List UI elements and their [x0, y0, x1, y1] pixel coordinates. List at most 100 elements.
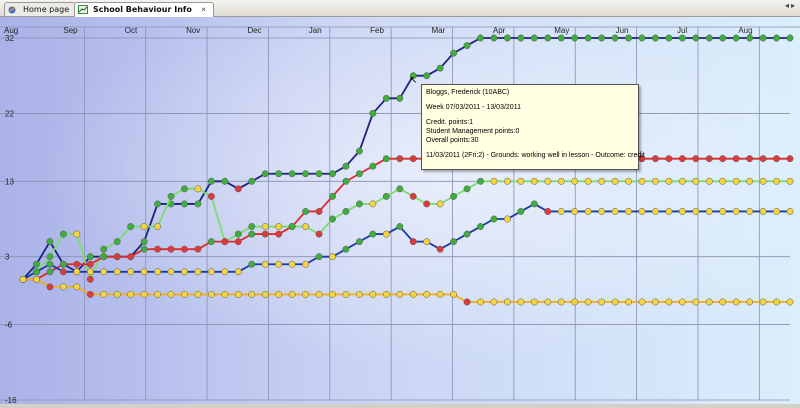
data-point[interactable]	[773, 177, 780, 185]
data-point[interactable]	[329, 290, 336, 298]
data-point[interactable]	[746, 298, 754, 306]
data-point[interactable]	[759, 34, 767, 42]
data-point[interactable]	[288, 223, 296, 230]
data-point[interactable]	[154, 290, 162, 298]
data-point[interactable]	[773, 155, 780, 163]
data-point[interactable]	[692, 155, 700, 163]
data-point[interactable]	[19, 275, 27, 283]
data-point[interactable]	[127, 290, 135, 298]
data-point[interactable]	[382, 290, 390, 298]
tab-scroll-arrows[interactable]: ◂▸	[784, 1, 797, 10]
data-point[interactable]	[396, 185, 404, 193]
data-point[interactable]	[140, 245, 148, 253]
data-point[interactable]	[584, 177, 592, 185]
data-point[interactable]	[46, 283, 54, 291]
data-point[interactable]	[678, 177, 686, 185]
data-point[interactable]	[86, 290, 94, 298]
data-point[interactable]	[423, 290, 431, 298]
data-point[interactable]	[759, 298, 767, 306]
data-point[interactable]	[221, 290, 229, 298]
data-point[interactable]	[100, 290, 108, 298]
data-point[interactable]	[207, 192, 215, 200]
data-point[interactable]	[786, 298, 794, 306]
data-point[interactable]	[436, 200, 444, 208]
data-point[interactable]	[302, 223, 310, 230]
data-point[interactable]	[705, 34, 713, 42]
data-point[interactable]	[678, 208, 686, 215]
data-point[interactable]	[167, 192, 175, 200]
data-point[interactable]	[315, 290, 323, 298]
data-point[interactable]	[302, 260, 310, 268]
data-point[interactable]	[46, 253, 54, 261]
data-point[interactable]	[275, 260, 283, 268]
data-point[interactable]	[275, 290, 283, 298]
data-point[interactable]	[396, 223, 404, 230]
data-point[interactable]	[719, 155, 727, 163]
data-point[interactable]	[369, 200, 377, 208]
data-point[interactable]	[234, 238, 242, 246]
data-point[interactable]	[651, 208, 659, 215]
data-point[interactable]	[86, 275, 94, 283]
data-point[interactable]	[463, 298, 471, 306]
data-point[interactable]	[436, 64, 444, 72]
data-point[interactable]	[773, 208, 780, 215]
data-point[interactable]	[477, 34, 484, 42]
data-point[interactable]	[234, 185, 242, 193]
data-point[interactable]	[329, 215, 336, 223]
data-point[interactable]	[786, 208, 794, 215]
data-point[interactable]	[234, 230, 242, 238]
data-point[interactable]	[261, 260, 269, 268]
data-point[interactable]	[396, 290, 404, 298]
data-point[interactable]	[355, 238, 363, 246]
data-point[interactable]	[786, 155, 794, 163]
data-point[interactable]	[396, 94, 404, 102]
data-point[interactable]	[584, 208, 592, 215]
data-point[interactable]	[719, 177, 727, 185]
data-point[interactable]	[557, 208, 565, 215]
data-point[interactable]	[651, 177, 659, 185]
data-point[interactable]	[705, 298, 713, 306]
data-point[interactable]	[611, 177, 619, 185]
data-point[interactable]	[86, 268, 94, 276]
data-point[interactable]	[369, 162, 377, 170]
data-point[interactable]	[773, 298, 780, 306]
data-point[interactable]	[248, 177, 256, 185]
data-point[interactable]	[530, 177, 538, 185]
data-point[interactable]	[625, 298, 632, 306]
data-point[interactable]	[544, 34, 552, 42]
data-point[interactable]	[759, 177, 767, 185]
data-point[interactable]	[638, 177, 646, 185]
data-point[interactable]	[530, 298, 538, 306]
data-point[interactable]	[234, 290, 242, 298]
data-point[interactable]	[59, 268, 67, 276]
data-point[interactable]	[463, 185, 471, 193]
data-point[interactable]	[490, 34, 498, 42]
data-point[interactable]	[382, 155, 390, 163]
data-point[interactable]	[503, 215, 511, 223]
data-point[interactable]	[409, 155, 417, 163]
data-point[interactable]	[113, 253, 121, 261]
data-point[interactable]	[369, 290, 377, 298]
data-point[interactable]	[59, 230, 67, 238]
data-point[interactable]	[557, 34, 565, 42]
data-point[interactable]	[248, 260, 256, 268]
data-point[interactable]	[450, 290, 458, 298]
data-point[interactable]	[490, 177, 498, 185]
data-point[interactable]	[33, 268, 40, 276]
data-point[interactable]	[154, 268, 162, 276]
data-point[interactable]	[759, 208, 767, 215]
data-point[interactable]	[665, 177, 673, 185]
data-point[interactable]	[638, 34, 646, 42]
data-point[interactable]	[207, 290, 215, 298]
data-point[interactable]	[584, 34, 592, 42]
data-point[interactable]	[369, 230, 377, 238]
data-point[interactable]	[315, 170, 323, 178]
data-point[interactable]	[248, 290, 256, 298]
data-point[interactable]	[544, 177, 552, 185]
data-point[interactable]	[678, 155, 686, 163]
data-point[interactable]	[746, 155, 754, 163]
data-point[interactable]	[59, 260, 67, 268]
data-point[interactable]	[315, 208, 323, 215]
data-point[interactable]	[221, 238, 229, 246]
data-point[interactable]	[59, 283, 67, 291]
